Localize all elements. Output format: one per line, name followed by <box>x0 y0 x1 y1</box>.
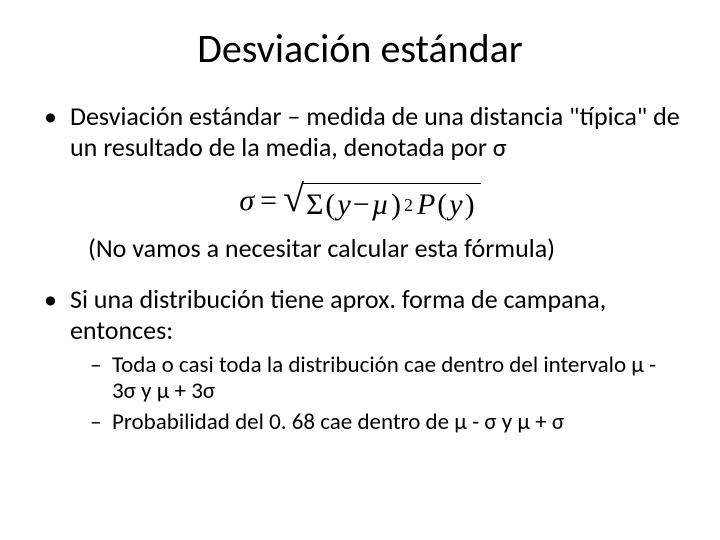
bullet-bellshape-text: Si una distribución tiene aprox. forma d… <box>70 283 606 346</box>
bullet-bellshape: Si una distribución tiene aprox. forma d… <box>40 284 680 435</box>
sqrt-icon: √ Σ ( y − µ ) 2 P ( y ) <box>283 180 481 222</box>
sub-bullet-068-text: Probabilidad del 0. 68 cae dentro de µ -… <box>112 408 564 436</box>
minus-symbol: − <box>353 188 370 222</box>
sum-symbol: Σ <box>306 188 323 222</box>
lparen2: ( <box>437 188 447 222</box>
sub-bullet-068: Probabilidad del 0. 68 cae dentro de µ -… <box>90 409 680 435</box>
bullet-definition-text: Desviación estándar – medida de una dist… <box>70 100 680 163</box>
var-y2: y <box>449 188 462 222</box>
exponent-2: 2 <box>404 195 413 216</box>
sigma-symbol: σ <box>239 184 254 218</box>
radical-symbol: √ <box>283 182 304 224</box>
sub-bullet-list: Toda o casi toda la distribución cae den… <box>90 352 680 435</box>
slide-title: Desviación estándar <box>40 24 680 73</box>
lparen: ( <box>325 188 335 222</box>
formula-container: σ = √ Σ ( y − µ ) 2 P ( y ) <box>40 180 680 222</box>
radicand: Σ ( y − µ ) 2 P ( y ) <box>302 183 481 222</box>
stddev-formula: σ = √ Σ ( y − µ ) 2 P ( y ) <box>239 180 480 222</box>
sub-bullet-3sigma-text: Toda o casi toda la distribución cae den… <box>112 351 656 405</box>
sub-bullet-3sigma: Toda o casi toda la distribución cae den… <box>90 352 680 405</box>
equals-symbol: = <box>260 184 277 218</box>
var-y: y <box>337 188 350 222</box>
rparen: ) <box>391 188 401 222</box>
main-bullet-list-2: Si una distribución tiene aprox. forma d… <box>40 284 680 435</box>
rparen2: ) <box>465 188 475 222</box>
p-func: P <box>417 188 435 222</box>
main-bullet-list: Desviación estándar – medida de una dist… <box>40 101 680 162</box>
formula-note: (No vamos a necesitar calcular esta fórm… <box>88 232 680 264</box>
bullet-definition: Desviación estándar – medida de una dist… <box>40 101 680 162</box>
slide: Desviación estándar Desviación estándar … <box>0 0 720 540</box>
mu-symbol: µ <box>372 188 389 222</box>
